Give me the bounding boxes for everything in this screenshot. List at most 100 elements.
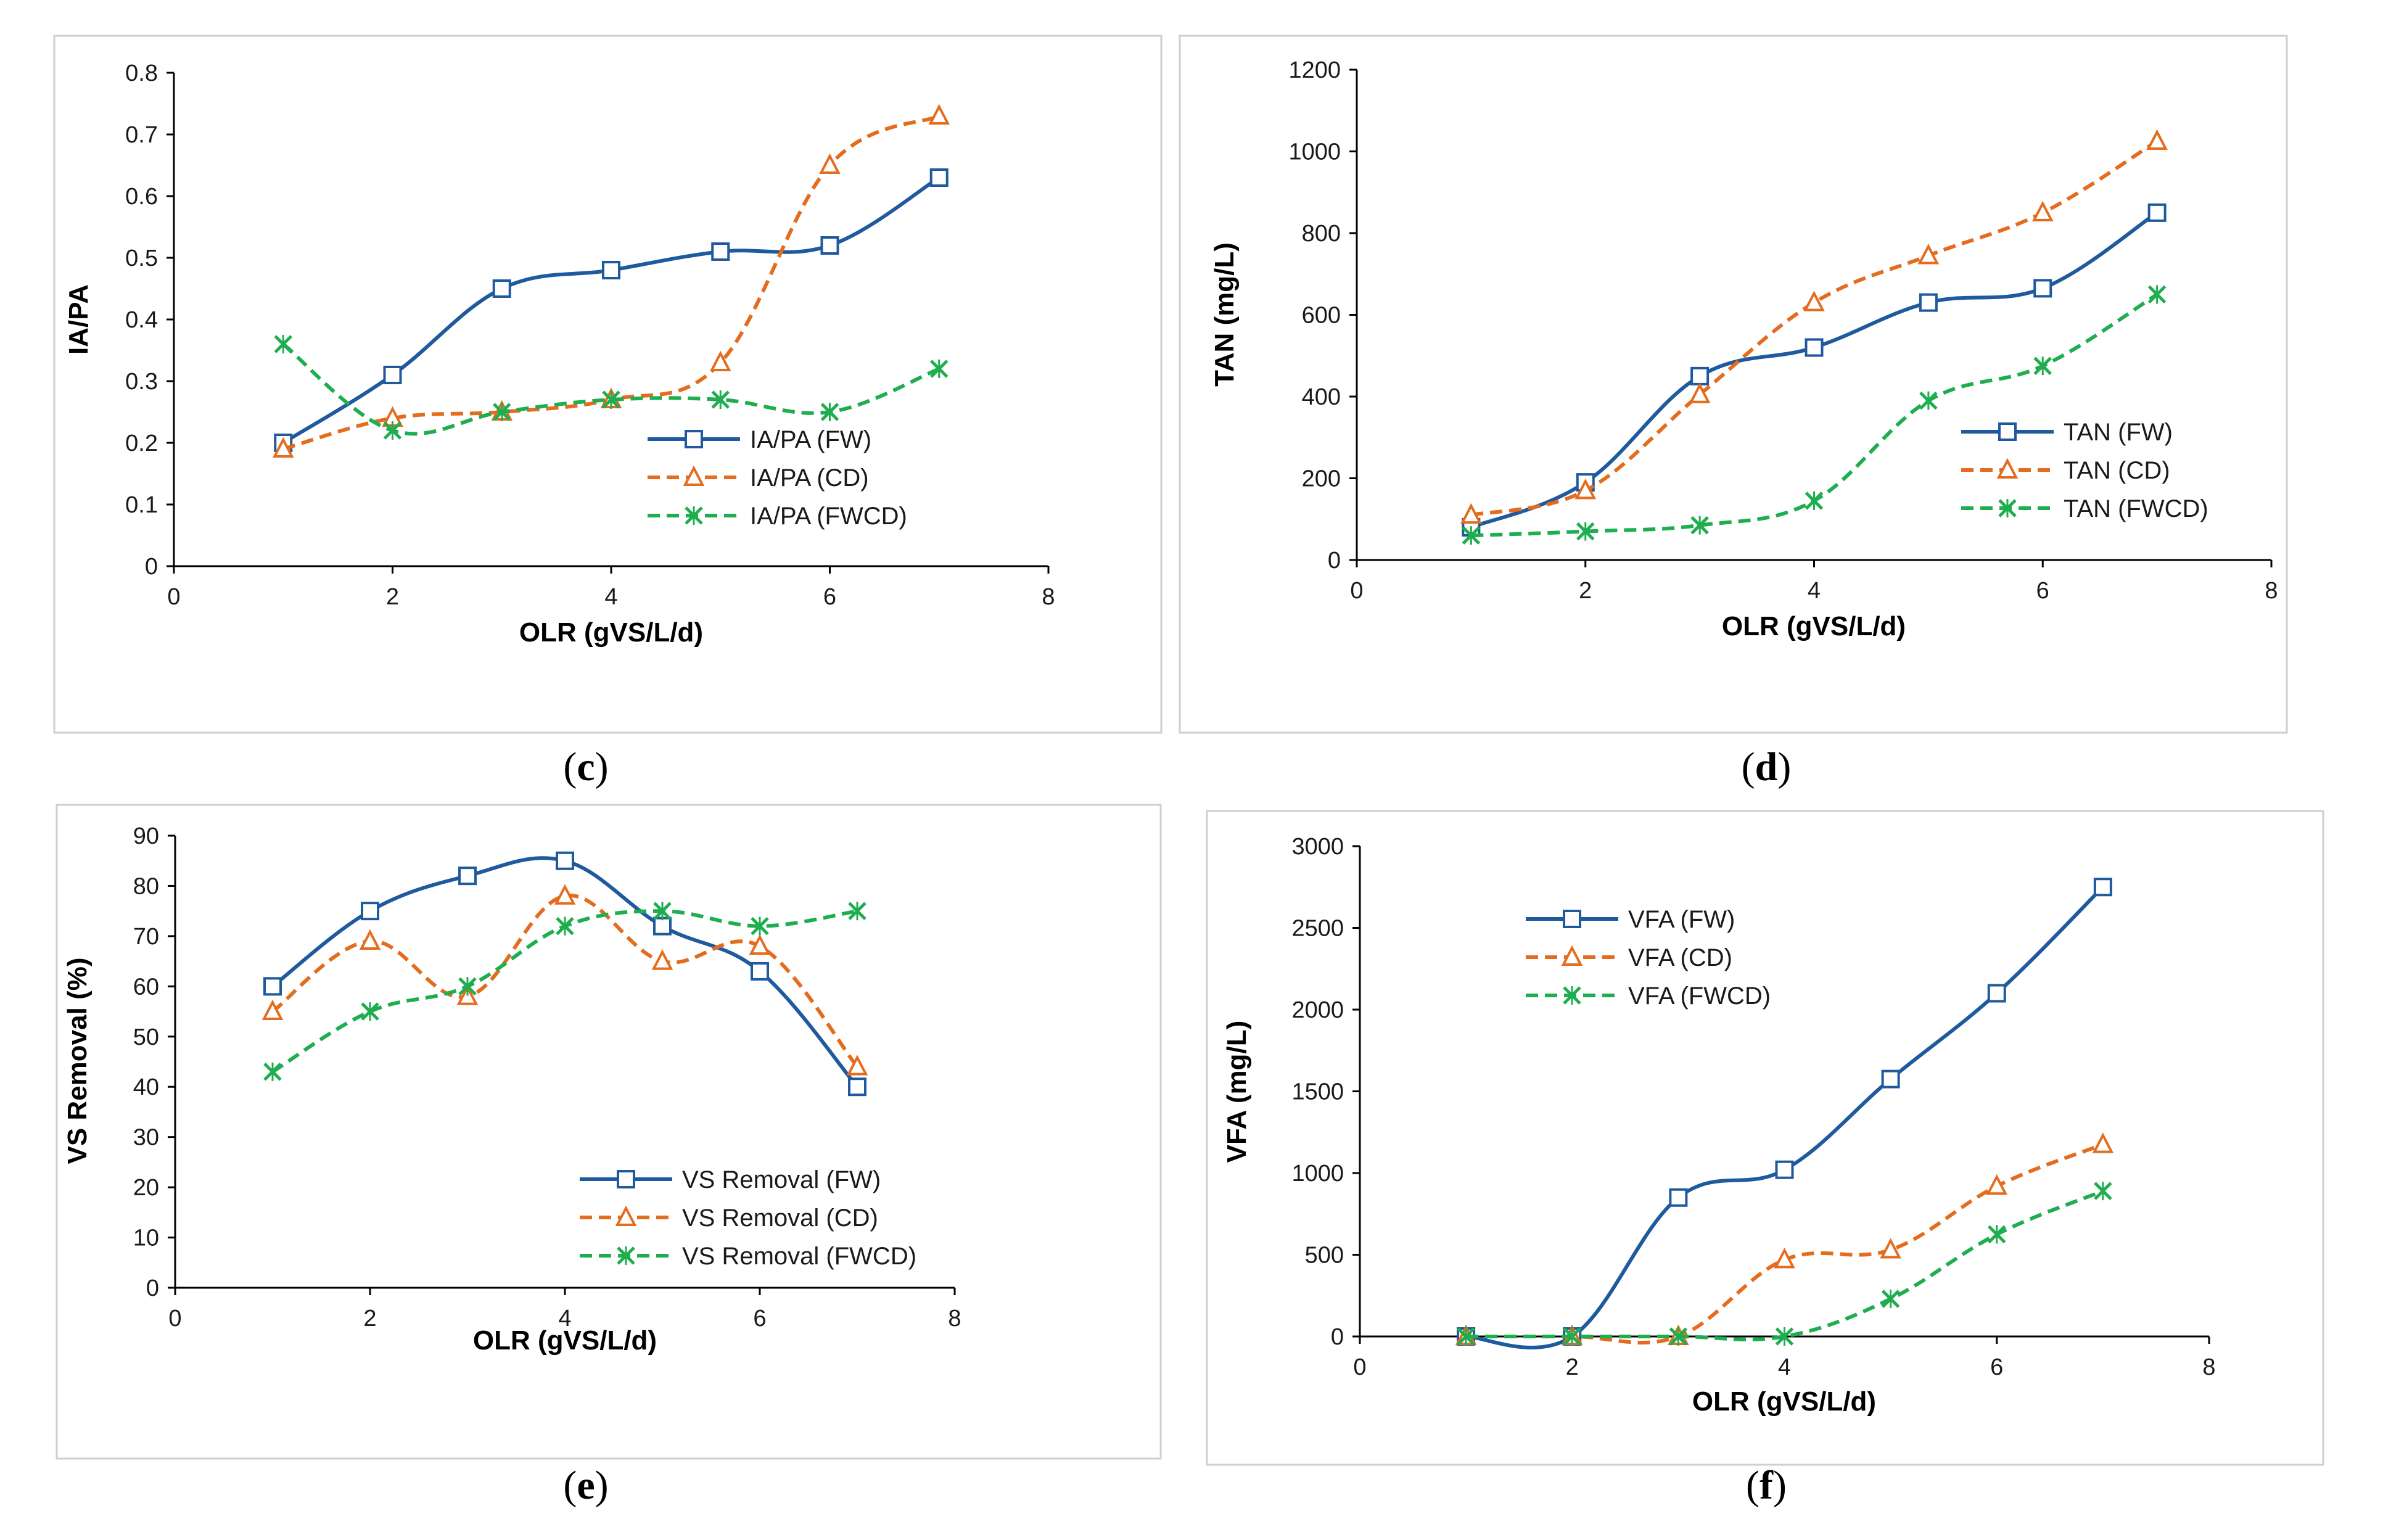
chart-f: 0 500 1000 1500 2000 2500 3000 0 2 4 6 8 VFA (mg/L) O… bbox=[1206, 810, 2324, 1508]
chart-d-caption-letter: d bbox=[1755, 744, 1778, 789]
chart-d-series-3-point bbox=[1576, 522, 1595, 541]
chart-d-series-1-point bbox=[2033, 279, 2052, 298]
chart-d-series-1-point bbox=[1919, 293, 1938, 312]
chart-c-series-3-point bbox=[602, 390, 620, 409]
chart-f-legend: VFA (FW) VFA (CD) VFA (FWCD) bbox=[1526, 906, 1771, 1010]
chart-c-series-2-point bbox=[819, 153, 841, 174]
chart-f-ytick-label: 500 bbox=[1305, 1243, 1344, 1269]
chart-f-ytick-label: 3000 bbox=[1291, 834, 1344, 860]
chart-d-legend-label: TAN (FWCD) bbox=[2064, 495, 2208, 522]
chart-e-x-title: OLR (gVS/L/d) bbox=[473, 1325, 657, 1356]
chart-e-series-3-point bbox=[848, 902, 866, 921]
chart-e-legend-label: VS Removal (CD) bbox=[682, 1204, 878, 1232]
chart-d-ytick-label: 400 bbox=[1302, 384, 1341, 410]
chart-d-ytick-label: 0 bbox=[1328, 548, 1341, 574]
chart-c-caption: (c) bbox=[563, 744, 608, 789]
chart-c-series-3 bbox=[274, 335, 949, 440]
chart-d-series-2-point bbox=[1574, 479, 1597, 500]
chart-c-series-3-point bbox=[383, 421, 402, 440]
chart-c-series-1-point bbox=[820, 236, 839, 255]
chart-f-legend-marker bbox=[1561, 945, 1583, 966]
chart-d-legend-marker bbox=[1996, 458, 2019, 479]
chart-d-series-3-point bbox=[1690, 516, 1709, 535]
chart-f-caption-close: ) bbox=[1773, 1463, 1787, 1508]
chart-c-ytick-label: 0.3 bbox=[125, 369, 158, 395]
chart-c-series-2-point bbox=[709, 350, 731, 371]
chart-e-frame bbox=[56, 804, 1162, 1460]
chart-f-xtick-label: 4 bbox=[1778, 1354, 1791, 1380]
chart-e-y-title: VS Removal (%) bbox=[62, 958, 93, 1164]
chart-d-series-1-point bbox=[1690, 366, 1710, 385]
chart-d-ytick-label: 1000 bbox=[1288, 139, 1341, 165]
chart-e-series-3-point bbox=[263, 1062, 282, 1081]
chart-c-ytick-label: 0.5 bbox=[125, 245, 158, 271]
chart-d-series-2-point bbox=[1803, 290, 1825, 311]
chart-f-xtick-label: 6 bbox=[1990, 1354, 2003, 1380]
chart-f-series-3-point bbox=[1987, 1225, 2006, 1244]
chart-e-series-1-point bbox=[556, 851, 574, 870]
chart-d-xtick-label: 8 bbox=[2265, 578, 2278, 604]
chart-d-legend-marker bbox=[1998, 499, 2017, 517]
chart-e-legend: VS Removal (FW) VS Removal (CD) VS Removal… bbox=[580, 1166, 916, 1270]
chart-d-legend-label: TAN (FW) bbox=[2064, 419, 2173, 446]
chart-f-series-2-point bbox=[2092, 1132, 2114, 1153]
chart-e-ytick-label: 70 bbox=[133, 924, 159, 950]
chart-c-xtick-label: 0 bbox=[167, 584, 180, 610]
chart-d-xtick-label: 6 bbox=[2036, 578, 2049, 604]
chart-f-series-3-point bbox=[1563, 1327, 1582, 1346]
chart-e-series-3 bbox=[263, 902, 866, 1081]
chart-c-ytick-label: 0.1 bbox=[125, 492, 158, 518]
chart-e-ytick-label: 30 bbox=[133, 1125, 159, 1151]
chart-e-ytick-label: 80 bbox=[133, 873, 159, 899]
chart-f-ytick-label: 1000 bbox=[1291, 1161, 1344, 1187]
chart-e-series-1 bbox=[263, 851, 866, 1097]
chart-e-series-3-point bbox=[361, 1002, 379, 1021]
chart-f-series-3-point bbox=[1457, 1327, 1475, 1346]
chart-d-series-2-point bbox=[2031, 200, 2054, 221]
chart-e-series-1-point bbox=[361, 902, 379, 921]
chart-d-ytick-label: 1200 bbox=[1288, 57, 1341, 83]
chart-f-series-1-point bbox=[1987, 984, 2006, 1003]
chart-f-series-3-point bbox=[2094, 1182, 2112, 1201]
chart-c-series-3-point bbox=[820, 403, 839, 421]
chart-c-legend-marker bbox=[685, 506, 703, 525]
chart-c-xtick-label: 4 bbox=[604, 584, 617, 610]
chart-c-legend-marker bbox=[683, 465, 705, 486]
chart-e-series-2-point bbox=[554, 884, 576, 905]
chart-e-series-1-point bbox=[848, 1077, 866, 1097]
chart-e-ytick-label: 10 bbox=[133, 1225, 159, 1251]
chart-c-ytick-label: 0.4 bbox=[125, 307, 158, 333]
chart-c-frame bbox=[53, 35, 1163, 734]
chart-e-xtick-label: 8 bbox=[948, 1306, 961, 1332]
chart-c-legend-label: IA/PA (FWCD) bbox=[750, 503, 907, 530]
chart-e-caption-letter: e bbox=[577, 1463, 595, 1508]
chart-f-series-2-point bbox=[1986, 1174, 2008, 1195]
chart-e-ytick-label: 50 bbox=[133, 1024, 159, 1050]
chart-c-series-1-point bbox=[602, 261, 620, 279]
chart-e-series-3-point bbox=[751, 916, 769, 936]
chart-c-xtick-label: 8 bbox=[1042, 584, 1055, 610]
chart-e-xtick-label: 0 bbox=[168, 1306, 181, 1332]
chart-f-series-2-point bbox=[1880, 1238, 1901, 1259]
chart-f-y-title: VFA (mg/L) bbox=[1222, 1021, 1252, 1163]
chart-f-series-1-point bbox=[1775, 1160, 1794, 1179]
chart-e-legend-marker bbox=[617, 1246, 635, 1265]
chart-e-legend-label: VS Removal (FW) bbox=[682, 1166, 881, 1193]
chart-d-series-1-point bbox=[2147, 203, 2167, 222]
chart-c-xtick-label: 6 bbox=[823, 584, 836, 610]
chart-e-series-2-point bbox=[359, 929, 381, 950]
chart-d-series-2-point bbox=[2146, 129, 2168, 150]
chart-d-legend: TAN (FW) TAN (CD) TAN (FWCD) bbox=[1961, 419, 2208, 522]
chart-f-legend-marker bbox=[1563, 986, 1581, 1005]
chart-c-ytick-label: 0.7 bbox=[125, 122, 158, 148]
chart-c-series-2-point bbox=[272, 437, 294, 458]
chart-e-ytick-label: 90 bbox=[133, 823, 159, 849]
chart-d-xtick-label: 4 bbox=[1808, 578, 1821, 604]
chart-f-x-title: OLR (gVS/L/d) bbox=[1692, 1386, 1876, 1417]
chart-f-series-2-point bbox=[1774, 1248, 1795, 1269]
chart-e-series-2 bbox=[261, 884, 868, 1076]
chart-e-series-3-point bbox=[653, 902, 672, 921]
chart-f-series-1-point bbox=[1669, 1188, 1688, 1207]
chart-d-xtick-label: 0 bbox=[1350, 578, 1363, 604]
